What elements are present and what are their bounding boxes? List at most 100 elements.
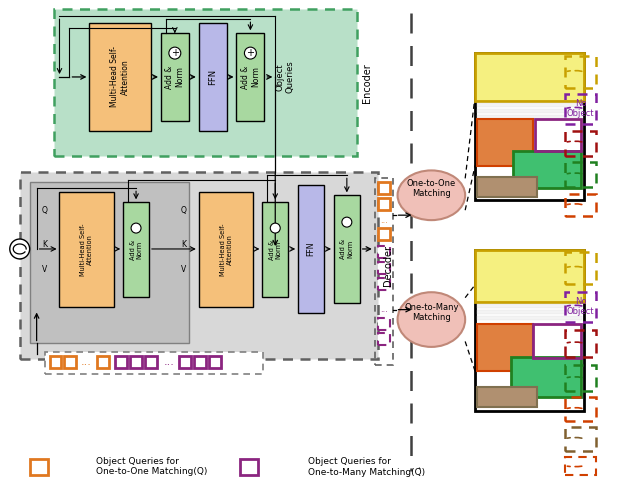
Bar <box>29 182 189 343</box>
Bar <box>477 115 582 119</box>
Bar <box>513 150 580 188</box>
Bar <box>564 194 596 216</box>
Bar <box>475 53 584 200</box>
Bar <box>130 356 142 368</box>
Text: K: K <box>181 241 186 249</box>
Circle shape <box>169 47 180 59</box>
Bar <box>198 192 253 307</box>
Bar <box>477 310 582 314</box>
Text: Add &
Norm: Add & Norm <box>165 65 184 89</box>
Text: Multi-Head Self-
Attention: Multi-Head Self- Attention <box>81 223 93 276</box>
Bar <box>378 334 390 345</box>
Bar <box>198 23 227 131</box>
Text: +: + <box>132 224 140 233</box>
Bar <box>511 357 580 397</box>
Text: ...: ... <box>380 216 388 225</box>
Text: Multi-Head Self-
Attention: Multi-Head Self- Attention <box>220 223 232 276</box>
Text: Add &
Norm: Add & Norm <box>129 240 143 260</box>
Text: One-to-One
Matching: One-to-One Matching <box>407 179 456 198</box>
Text: Add &
Norm: Add & Norm <box>269 240 282 260</box>
Bar <box>475 250 584 411</box>
Bar <box>477 103 582 107</box>
Bar <box>90 23 151 131</box>
Text: Object
Queries: Object Queries <box>275 60 295 94</box>
Bar <box>564 330 596 357</box>
Bar <box>241 459 259 475</box>
Text: No
Object: No Object <box>567 99 595 118</box>
Bar <box>123 202 149 297</box>
Bar <box>262 202 288 297</box>
Bar <box>97 356 109 368</box>
Bar <box>477 316 582 319</box>
Bar <box>564 427 596 451</box>
Bar <box>54 9 356 156</box>
Text: Decoder: Decoder <box>383 245 392 286</box>
Bar <box>564 56 596 88</box>
Bar <box>477 387 537 407</box>
Bar <box>378 182 390 194</box>
Bar <box>20 172 378 359</box>
Text: Multi-Head Self-
Attention: Multi-Head Self- Attention <box>111 46 130 108</box>
Bar <box>477 304 582 308</box>
Text: No
Object: No Object <box>567 297 595 317</box>
Text: Encoder: Encoder <box>362 63 372 103</box>
Text: +: + <box>272 224 278 233</box>
Bar <box>374 178 392 365</box>
Bar <box>564 292 596 321</box>
Circle shape <box>131 223 141 233</box>
Bar <box>477 323 532 371</box>
Text: FFN: FFN <box>307 242 316 256</box>
Bar <box>477 119 532 167</box>
Ellipse shape <box>397 292 465 347</box>
Bar <box>564 457 596 475</box>
Bar <box>477 177 537 197</box>
Bar <box>65 356 76 368</box>
Bar <box>535 119 582 150</box>
Bar <box>378 262 390 274</box>
Text: +: + <box>344 218 350 226</box>
Circle shape <box>342 217 352 227</box>
Text: V: V <box>42 265 47 274</box>
Bar <box>161 33 189 121</box>
Text: Object Queries for
One-to-Many Matching(Q̂): Object Queries for One-to-Many Matching(… <box>308 457 425 477</box>
Text: Q: Q <box>42 206 47 215</box>
Bar <box>564 397 596 421</box>
Circle shape <box>244 47 257 59</box>
Circle shape <box>10 239 29 259</box>
Text: V: V <box>181 265 186 274</box>
Bar <box>209 356 221 368</box>
Text: ...: ... <box>380 305 388 314</box>
Text: Add &
Norm: Add & Norm <box>340 239 353 259</box>
Bar <box>378 228 390 240</box>
Bar <box>45 353 263 374</box>
Bar <box>532 323 582 358</box>
Bar <box>564 131 596 155</box>
Text: K: K <box>42 241 47 249</box>
Bar <box>378 198 390 210</box>
Bar <box>236 33 264 121</box>
Bar <box>564 94 596 124</box>
Bar <box>194 356 205 368</box>
Bar <box>298 186 324 313</box>
Text: One-to-Many
Matching: One-to-Many Matching <box>404 303 459 322</box>
Bar <box>564 365 596 391</box>
Bar <box>475 250 584 301</box>
Bar <box>179 356 191 368</box>
Bar <box>60 192 114 307</box>
Text: Object Queries for
One-to-One Matching(Q): Object Queries for One-to-One Matching(Q… <box>96 457 207 476</box>
Bar <box>477 109 582 113</box>
Bar <box>564 163 596 187</box>
Bar <box>115 356 127 368</box>
Bar <box>49 356 61 368</box>
Text: Q: Q <box>181 206 187 215</box>
Bar <box>378 246 390 258</box>
Bar <box>564 252 596 284</box>
Bar <box>378 318 390 330</box>
Bar <box>29 459 47 475</box>
Bar <box>475 53 584 101</box>
Text: FFN: FFN <box>208 69 217 85</box>
Text: +: + <box>171 48 179 58</box>
Text: ...: ... <box>81 357 92 367</box>
Text: Add &
Norm: Add & Norm <box>241 65 260 89</box>
Text: ...: ... <box>163 357 174 367</box>
